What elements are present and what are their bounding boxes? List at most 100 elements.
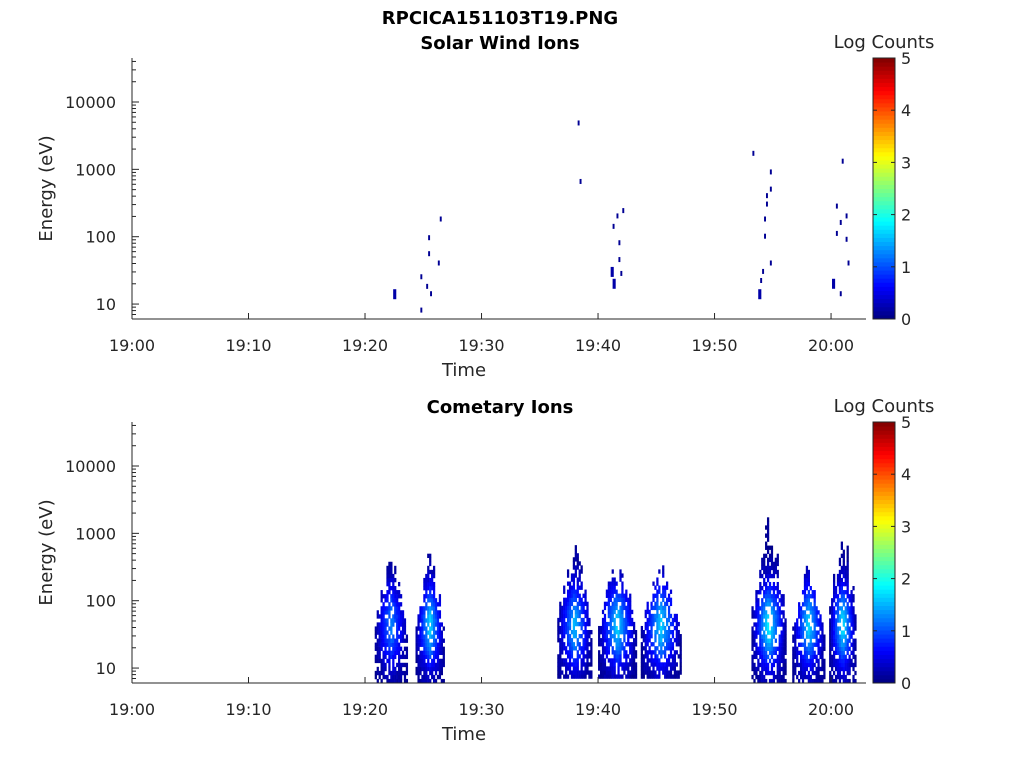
count-cell — [605, 654, 609, 659]
count-cell — [646, 674, 649, 679]
count-cell — [607, 609, 610, 615]
count-cell — [434, 650, 438, 656]
count-cell — [807, 670, 810, 676]
count-cell — [763, 590, 766, 595]
count-cell — [679, 658, 682, 663]
count-cell — [809, 634, 812, 639]
count-cell — [766, 654, 770, 660]
count-cell — [392, 638, 395, 643]
count-cell — [656, 658, 659, 663]
count-cell — [662, 621, 665, 627]
colorbar-band — [873, 670, 895, 676]
count-cell — [574, 613, 577, 619]
count-cell — [421, 650, 424, 656]
count-cell — [572, 565, 576, 570]
count-cell — [811, 614, 814, 619]
count-cell — [607, 613, 610, 619]
count-cell — [854, 642, 857, 647]
count-cell — [854, 614, 857, 619]
count-cell — [598, 629, 601, 635]
count-cell — [840, 577, 843, 583]
count-cell — [642, 638, 645, 643]
count-cell — [574, 609, 577, 615]
count-cell — [574, 670, 577, 675]
count-cell — [580, 658, 583, 663]
count-cell — [819, 678, 822, 684]
count-cell — [612, 278, 616, 289]
count-cell — [557, 621, 560, 627]
count-cell — [840, 581, 843, 587]
count-cell — [846, 638, 849, 643]
count-cell — [759, 646, 762, 651]
count-cell — [438, 630, 442, 635]
count-cell — [563, 601, 566, 607]
count-cell — [425, 634, 428, 639]
count-cell — [644, 613, 647, 619]
count-cell — [613, 658, 616, 663]
count-cell — [384, 634, 387, 639]
count-cell — [774, 618, 777, 623]
count-cell — [761, 614, 764, 619]
count-cell — [396, 606, 399, 611]
count-cell — [644, 642, 647, 647]
count-cell — [576, 581, 579, 586]
count-cell — [388, 590, 391, 595]
count-cell — [772, 670, 776, 676]
count-cell — [805, 614, 809, 619]
count-cell — [605, 646, 609, 651]
count-cell — [757, 658, 760, 664]
count-cell — [751, 610, 754, 615]
count-cell — [838, 634, 842, 639]
count-cell — [819, 638, 822, 643]
count-cell — [821, 642, 824, 647]
count-cell — [566, 625, 570, 631]
count-cell — [611, 589, 614, 594]
count-cell — [616, 213, 619, 219]
count-cell — [586, 634, 589, 639]
count-cell — [650, 650, 653, 655]
count-cell — [796, 634, 799, 639]
count-cell — [656, 593, 659, 598]
count-cell — [831, 666, 834, 672]
count-cell — [601, 670, 605, 675]
count-cell — [852, 606, 855, 611]
colorbar-band — [873, 597, 895, 602]
count-cell — [805, 622, 809, 627]
colorbar-band — [873, 147, 895, 153]
count-cell — [619, 654, 622, 659]
count-cell — [850, 602, 853, 607]
count-cell — [388, 602, 391, 607]
count-cell — [392, 614, 395, 619]
count-cell — [623, 605, 626, 611]
count-cell — [759, 654, 762, 660]
count-cell — [423, 638, 426, 643]
count-cell — [609, 634, 612, 639]
count-cell — [386, 650, 389, 656]
count-cell — [417, 614, 420, 619]
count-cell — [625, 629, 628, 635]
count-cell — [384, 622, 387, 627]
count-cell — [646, 638, 649, 643]
count-cell — [578, 609, 581, 615]
count-cell — [669, 629, 673, 635]
count-cell — [803, 654, 807, 660]
count-cell — [632, 642, 636, 647]
count-cell — [778, 674, 781, 680]
count-cell — [831, 654, 834, 660]
count-cell — [440, 634, 443, 639]
count-cell — [834, 622, 838, 627]
count-cell — [615, 650, 618, 655]
count-cell — [838, 606, 842, 611]
count-cell — [398, 650, 401, 656]
count-cell — [765, 650, 768, 656]
count-cell — [829, 646, 832, 651]
count-cell — [434, 670, 438, 676]
count-cell — [429, 670, 432, 676]
count-cell — [563, 629, 566, 635]
count-cell — [623, 650, 626, 655]
count-cell — [376, 654, 379, 660]
count-cell — [580, 581, 583, 586]
count-cell — [582, 605, 585, 611]
count-cell — [427, 622, 430, 627]
count-cell — [584, 674, 587, 679]
